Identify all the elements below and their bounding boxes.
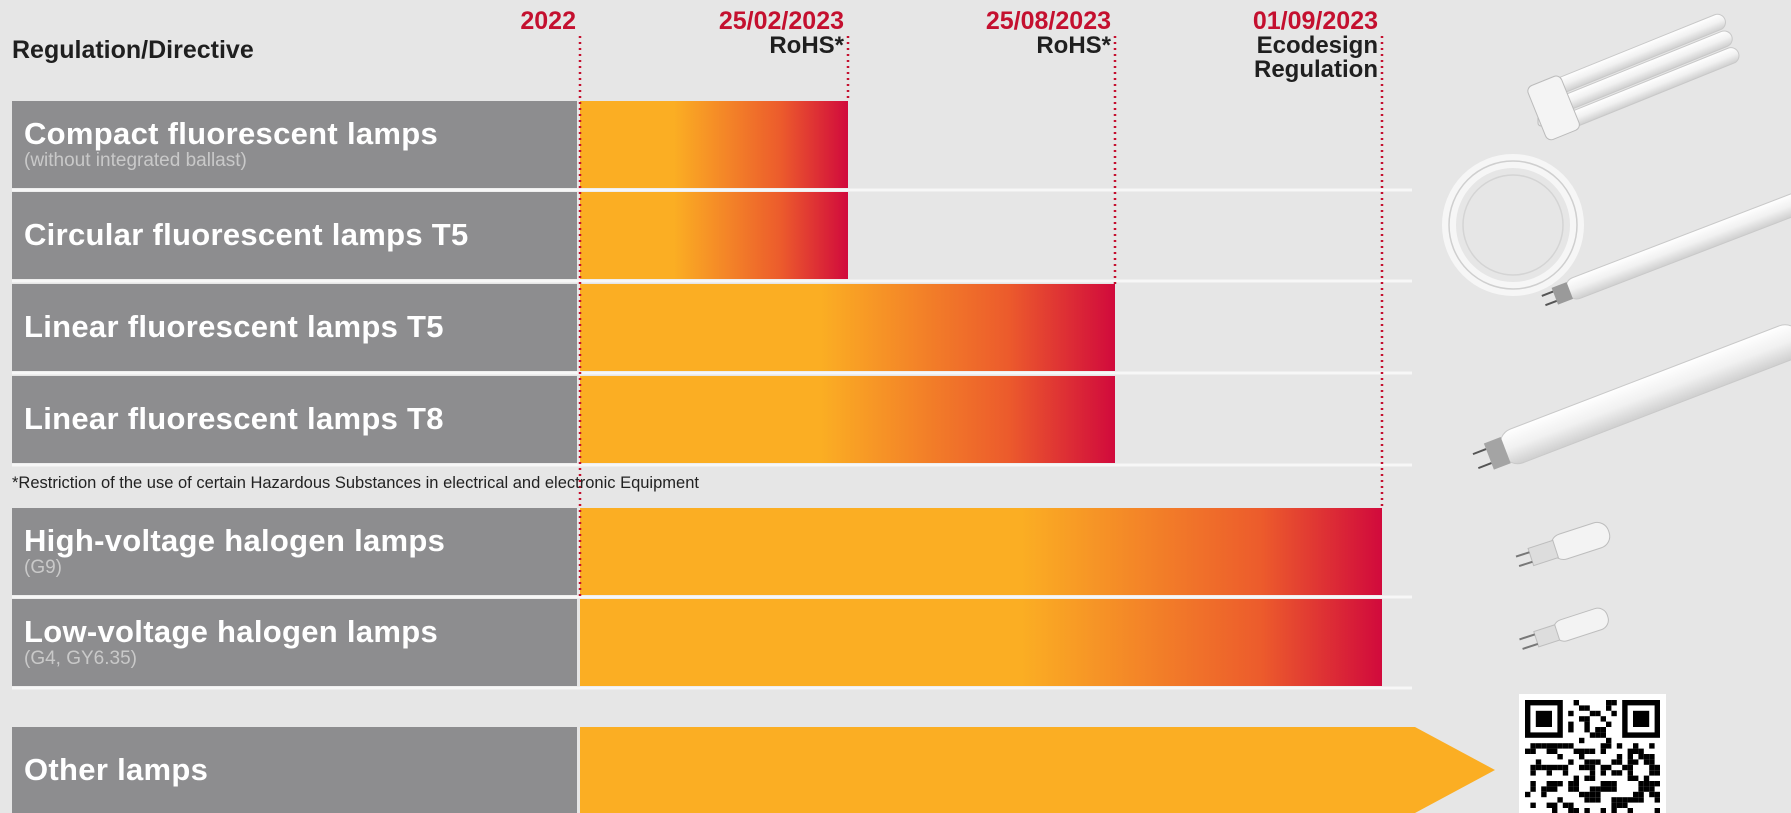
milestone-lines [578, 36, 1384, 600]
milestone-date: 2022 [520, 7, 576, 35]
category-label: Compact fluorescent lamps (without integr… [12, 101, 577, 188]
category-name: Linear fluorescent lamps T8 [24, 401, 444, 437]
category-name: Compact fluorescent lamps [24, 116, 439, 151]
category-name: Circular fluorescent lamps T5 [24, 217, 469, 253]
bar-linear-fluorescent-lamps-t5 [580, 284, 1115, 371]
category-name: High-voltage halogen lamps [24, 523, 446, 558]
category-label: Other lamps [12, 727, 577, 813]
milestone-regulation: RoHS* [1036, 32, 1111, 60]
category-subtitle: (without integrated ballast) [24, 150, 247, 172]
milestone-regulation: RoHS* [769, 32, 844, 60]
category-subtitle: (G4, GY6.35) [24, 648, 137, 670]
bar-rows [12, 101, 1495, 813]
milestone-date: 01/09/2023 [1252, 7, 1378, 35]
rohs-footnote: *Restriction of the use of certain Hazar… [12, 474, 699, 492]
bar-high-voltage-halogen-lamps [580, 508, 1382, 595]
milestone-label: 01/09/2023 Ecodesign Regulation [1253, 8, 1378, 82]
g9-halogen-capsule-icon [1515, 521, 1611, 568]
milestone-regulation: Regulation [1254, 56, 1378, 84]
bar-circular-fluorescent-lamps-t5 [580, 192, 848, 279]
g4-halogen-capsule-icon [1519, 607, 1609, 650]
category-name: Linear fluorescent lamps T5 [24, 309, 444, 345]
bar-linear-fluorescent-lamps-t8 [580, 376, 1115, 463]
milestone-date: 25/02/2023 [718, 7, 844, 35]
category-label: Linear fluorescent lamps T5 [12, 284, 577, 371]
category-label: Linear fluorescent lamps T8 [12, 376, 577, 463]
milestone-label: 2022 [520, 7, 576, 35]
qr-code-icon [1519, 694, 1666, 813]
compact-fluorescent-lamp-icon [1527, 13, 1740, 141]
category-name: Other lamps [24, 751, 209, 787]
category-name: Low-voltage halogen lamps [24, 614, 438, 649]
category-label: Circular fluorescent lamps T5 [12, 192, 577, 279]
category-label: Low-voltage halogen lamps (G4, GY6.35) [12, 599, 577, 686]
bar-other-lamps [580, 727, 1495, 813]
category-subtitle: (G9) [24, 557, 62, 579]
milestone-date: 25/08/2023 [985, 7, 1111, 35]
bar-compact-fluorescent-lamps [580, 101, 848, 188]
linear-fluorescent-tube-t8-icon [1472, 324, 1791, 470]
milestone-regulation: Ecodesign [1256, 32, 1378, 60]
category-label: High-voltage halogen lamps (G9) [12, 508, 577, 595]
linear-fluorescent-tube-t5-icon [1541, 190, 1791, 307]
regulation-header: Regulation/Directive [12, 36, 254, 64]
circular-fluorescent-lamp-icon [1442, 154, 1584, 296]
milestone-label: 25/08/2023 RoHS* [986, 8, 1111, 58]
bar-low-voltage-halogen-lamps [580, 599, 1382, 686]
milestone-label: 25/02/2023 RoHS* [719, 8, 844, 58]
